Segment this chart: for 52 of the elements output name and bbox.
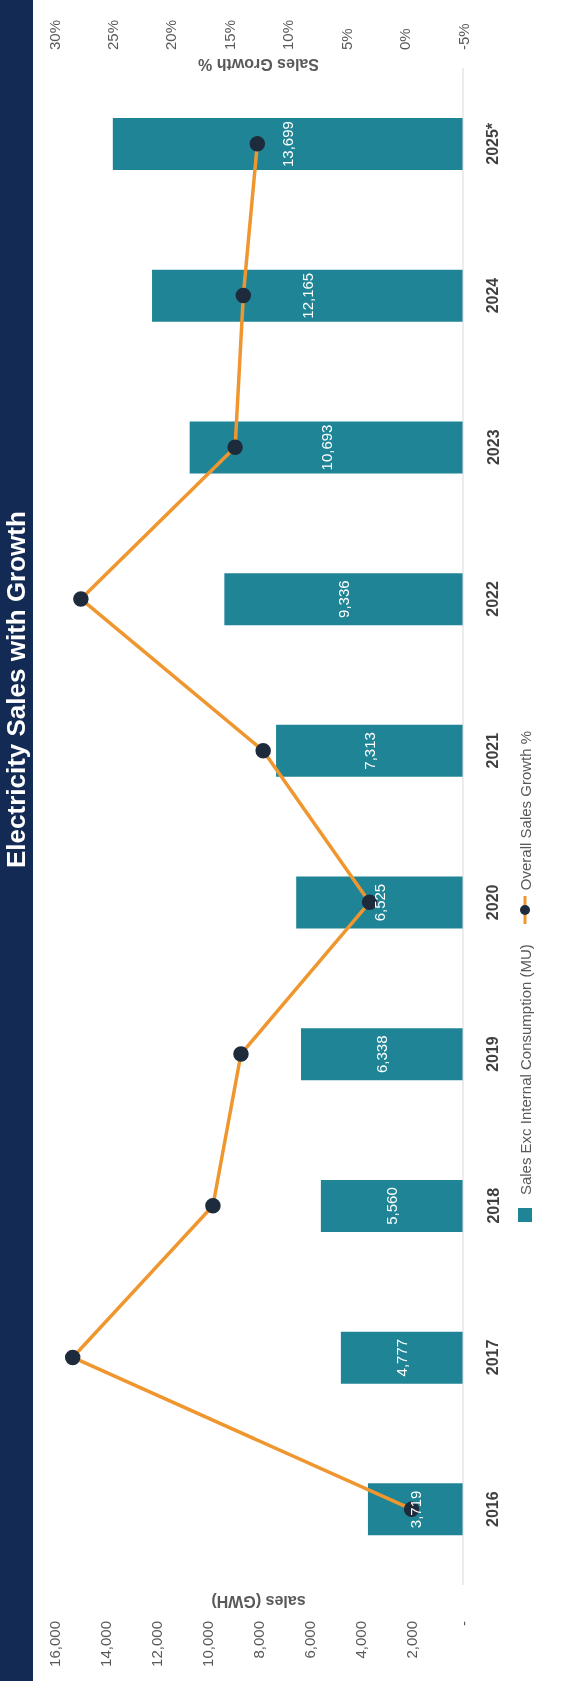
x-tick-label: 2,000 (403, 1621, 421, 1659)
y-tick-label: 2020 (484, 884, 502, 921)
x-tick-label: 10,000 (198, 1621, 216, 1667)
y-tick-label: 2019 (484, 1036, 502, 1072)
data-label: 13,699 (279, 121, 297, 168)
x2-tick-label: 10% (279, 19, 297, 50)
x-tick-label: 12,000 (147, 1621, 165, 1667)
y-tick-label: 2025* (484, 122, 502, 165)
x-tick-label: 16,000 (45, 1621, 63, 1667)
x-tick-label: 14,000 (96, 1621, 114, 1667)
y-tick-label: 2023 (484, 429, 502, 466)
y-tick-label: 2017 (484, 1339, 502, 1376)
x-tick-label: 6,000 (301, 1621, 319, 1659)
x2-tick-label: 0% (396, 28, 414, 50)
data-label: 10,693 (317, 424, 335, 471)
text: Electricity Sales with Growth (0, 510, 32, 871)
y-tick-label: 2021 (484, 732, 502, 769)
bar (367, 1483, 463, 1536)
bar (300, 1028, 463, 1081)
y-tick-label: 2022 (484, 581, 502, 617)
y-tick-label: 2024 (484, 277, 502, 314)
bar (152, 269, 463, 322)
bar (340, 1331, 463, 1384)
x2-tick-label: 30% (45, 19, 63, 50)
x-tick-label: - (454, 1621, 472, 1626)
bar (320, 1179, 463, 1232)
data-label: 7,313 (361, 732, 379, 770)
x2-tick-label: 5% (337, 28, 355, 50)
bar (224, 573, 463, 626)
x2-tick-label: 15% (220, 19, 238, 50)
bar (189, 421, 463, 474)
data-label: 5,560 (383, 1187, 401, 1225)
data-label: 4,777 (393, 1338, 411, 1377)
bar (296, 876, 463, 929)
x-tick-label: 4,000 (352, 1621, 370, 1659)
text: Overall Sales Growth % (516, 730, 534, 891)
x2-tick-label: 20% (162, 19, 180, 50)
y-tick-label: 2016 (484, 1491, 502, 1527)
x-axis-title: sales (GWH) (211, 1592, 306, 1610)
bar (276, 724, 463, 777)
x2-axis-title: Sales Growth % (198, 55, 319, 73)
data-label: 12,165 (299, 272, 317, 319)
x2-tick-label: 25% (103, 19, 121, 50)
data-label: 6,338 (373, 1035, 391, 1074)
data-label: 6,525 (371, 883, 389, 922)
data-label: 3,719 (406, 1490, 424, 1529)
data-label: 9,336 (335, 580, 353, 618)
y-tick-label: 2018 (484, 1187, 502, 1224)
x2-tick-label: -5% (454, 23, 472, 50)
bar (112, 118, 463, 171)
text: Sales Exc Internal Consumption (MU) (516, 944, 534, 1196)
x-tick-label: 8,000 (250, 1621, 267, 1659)
